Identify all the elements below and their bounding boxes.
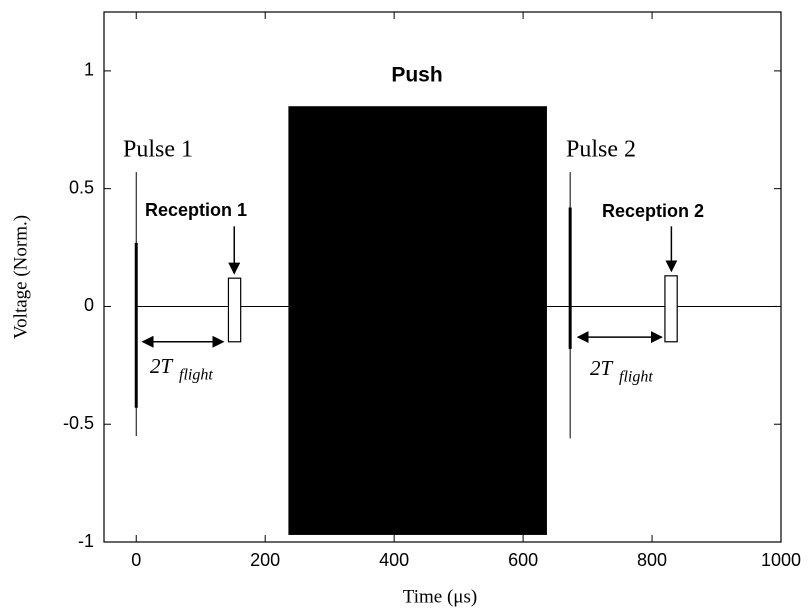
y-axis-label: Voltage (Norm.) — [10, 215, 31, 339]
push-block — [288, 106, 547, 535]
pulse-label: Pulse 2 — [566, 137, 636, 163]
x-tick-label: 800 — [637, 550, 667, 570]
y-tick-label: 0 — [84, 295, 94, 315]
push-label: Push — [391, 64, 442, 87]
x-axis-label: Time (μs) — [403, 586, 477, 607]
flight-time-subscript: flight — [179, 367, 213, 384]
flight-time-label: 2T — [590, 356, 614, 380]
x-tick-label: 1000 — [761, 550, 801, 570]
y-tick-label: 1 — [84, 60, 94, 80]
x-tick-label: 600 — [508, 550, 538, 570]
y-tick-label: -1 — [78, 531, 94, 551]
flight-time-label: 2T — [150, 354, 174, 378]
x-tick-label: 0 — [131, 550, 141, 570]
y-tick-label: -0.5 — [63, 413, 94, 433]
x-tick-label: 400 — [379, 550, 409, 570]
flight-time-subscript: flight — [619, 369, 653, 386]
reception-label: Reception 1 — [145, 200, 247, 220]
pulse-label: Pulse 1 — [123, 137, 193, 163]
plot-frame — [103, 11, 782, 543]
reception-label: Reception 2 — [602, 201, 704, 221]
x-tick-label: 200 — [250, 550, 280, 570]
y-tick-label: 0.5 — [69, 177, 94, 197]
reception-window — [227, 277, 242, 343]
reception-window — [664, 275, 678, 343]
